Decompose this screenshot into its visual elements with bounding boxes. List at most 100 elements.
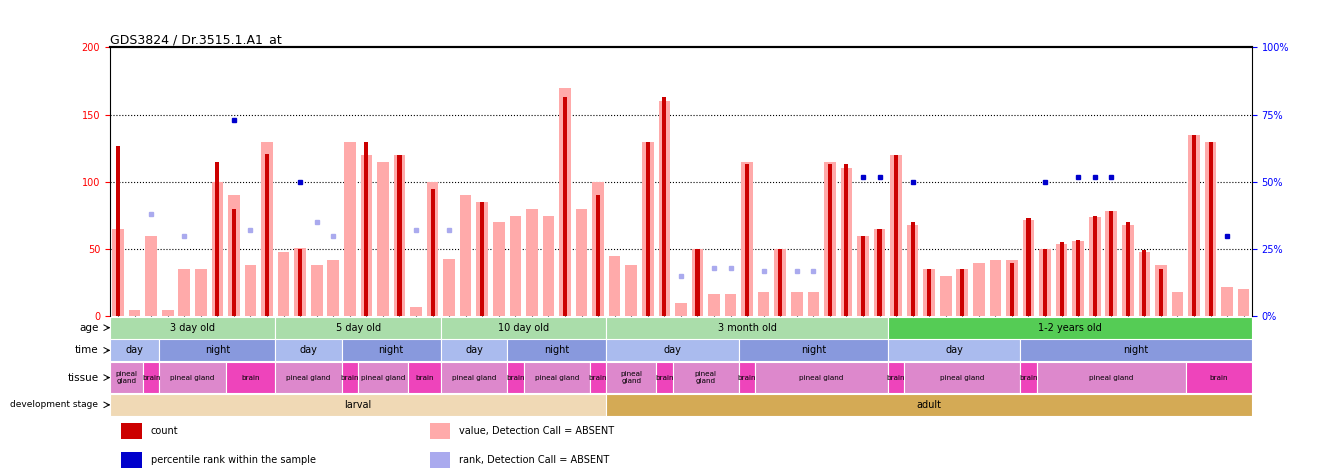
Text: tissue: tissue (67, 373, 98, 383)
Bar (956, 269, 968, 316)
Bar (675, 303, 687, 316)
Text: 3 month old: 3 month old (718, 323, 777, 333)
Bar (1056, 244, 1067, 316)
Bar (778, 249, 782, 316)
Bar (328, 260, 339, 316)
Bar (1109, 211, 1113, 316)
Text: day: day (664, 346, 682, 356)
Bar (742, 162, 753, 316)
Bar (228, 195, 240, 316)
Bar (874, 229, 885, 316)
Bar (1020, 362, 1036, 393)
Bar (888, 339, 1020, 361)
Text: brain: brain (1019, 374, 1038, 381)
Text: brain: brain (340, 374, 359, 381)
Bar (394, 155, 406, 316)
Text: brain: brain (655, 374, 674, 381)
Bar (360, 155, 372, 316)
Bar (110, 317, 276, 338)
Bar (607, 362, 656, 393)
Bar (1156, 265, 1166, 316)
Bar (596, 195, 600, 316)
Bar (857, 236, 869, 316)
Bar (1023, 219, 1034, 316)
Bar (226, 362, 276, 393)
Bar (195, 269, 206, 316)
Text: day: day (126, 346, 143, 356)
Bar (427, 182, 438, 316)
Bar (477, 202, 487, 316)
Bar (1138, 252, 1150, 316)
Bar (441, 339, 507, 361)
Bar (344, 142, 356, 316)
Bar (410, 307, 422, 316)
Text: pineal gland: pineal gland (360, 374, 406, 381)
Bar (178, 269, 190, 316)
Bar (441, 317, 607, 338)
Text: adult: adult (917, 400, 941, 410)
Bar (625, 265, 637, 316)
Bar (861, 236, 865, 316)
Text: count: count (151, 426, 178, 436)
Bar (841, 168, 852, 316)
Bar (378, 162, 388, 316)
Bar (1093, 216, 1097, 316)
Bar (645, 142, 649, 316)
Bar (398, 155, 402, 316)
Bar (807, 292, 819, 316)
Text: brain: brain (738, 374, 757, 381)
Bar (481, 202, 485, 316)
Bar (1089, 217, 1101, 316)
Bar (828, 164, 832, 316)
Bar (576, 209, 588, 316)
Text: brain: brain (142, 374, 161, 381)
Bar (607, 394, 1252, 416)
Bar (1027, 218, 1031, 316)
Text: value, Detection Call = ABSENT: value, Detection Call = ABSENT (459, 426, 615, 436)
Bar (510, 216, 521, 316)
Bar (562, 97, 568, 316)
Bar (1237, 290, 1249, 316)
Bar (159, 362, 226, 393)
Bar (146, 236, 157, 316)
Bar (940, 276, 952, 316)
Bar (877, 229, 881, 316)
Bar (1077, 240, 1081, 316)
Text: 5 day old: 5 day old (336, 323, 380, 333)
Bar (431, 189, 435, 316)
Bar (364, 142, 368, 316)
Bar (1059, 242, 1063, 316)
Bar (430, 423, 450, 439)
Bar (1020, 339, 1252, 361)
Bar (791, 292, 802, 316)
Bar (245, 265, 256, 316)
Text: pineal gland: pineal gland (1089, 374, 1133, 381)
Bar (560, 88, 570, 316)
Text: brain: brain (1209, 374, 1228, 381)
Bar (641, 142, 653, 316)
Bar (526, 209, 538, 316)
Bar (232, 209, 236, 316)
Bar (744, 164, 749, 316)
Bar (924, 269, 935, 316)
Bar (110, 394, 607, 416)
Text: pineal gland: pineal gland (799, 374, 844, 381)
Bar (159, 339, 276, 361)
Bar (493, 222, 505, 316)
Bar (341, 362, 358, 393)
Bar (542, 216, 554, 316)
Bar (277, 252, 289, 316)
Bar (216, 162, 220, 316)
Bar (408, 362, 441, 393)
Bar (990, 260, 1002, 316)
Bar (1126, 222, 1130, 316)
Bar (1073, 241, 1085, 316)
Text: day: day (945, 346, 963, 356)
Bar (276, 339, 341, 361)
Bar (116, 146, 121, 316)
Bar (441, 362, 507, 393)
Bar (443, 258, 455, 316)
Bar (430, 452, 450, 468)
Bar (592, 182, 604, 316)
Bar (724, 293, 736, 316)
